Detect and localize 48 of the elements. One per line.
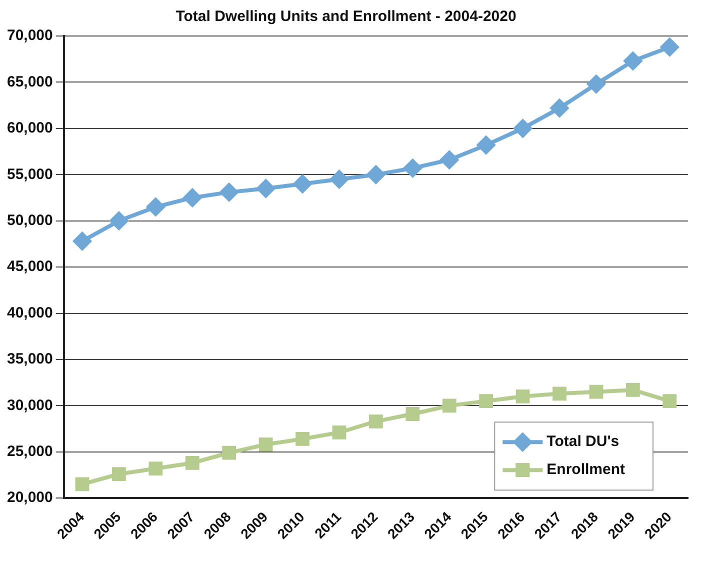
point: [626, 383, 640, 397]
point: [256, 179, 275, 198]
point: [404, 159, 422, 178]
point: [477, 136, 496, 154]
point: [75, 477, 90, 492]
point: [662, 394, 677, 408]
y-tick-label: 25,000: [6, 443, 53, 460]
y-tick-label: 70,000: [6, 27, 53, 44]
y-tick-label: 55,000: [6, 166, 53, 183]
legend-label: Enrollment: [546, 461, 626, 478]
point: [146, 198, 165, 216]
point: [589, 384, 604, 399]
point: [440, 150, 458, 169]
point: [514, 119, 532, 138]
point: [73, 232, 92, 250]
point: [148, 462, 163, 476]
point: [368, 414, 383, 428]
y-tick-label: 45,000: [6, 258, 53, 276]
point: [296, 432, 310, 446]
point: [366, 166, 385, 184]
point: [550, 99, 569, 118]
point: [516, 389, 530, 404]
point: [222, 446, 236, 460]
y-tick-label: 20,000: [6, 489, 53, 506]
point: [185, 456, 200, 470]
chart-title: Total Dwelling Units and Enrollment - 2004-2020: [176, 8, 516, 26]
point: [112, 467, 126, 482]
point: [624, 52, 642, 70]
legend-label: Total DU's: [546, 433, 620, 450]
y-tick-label: 60,000: [6, 120, 53, 137]
y-tick-label: 40,000: [6, 304, 53, 322]
point: [587, 75, 606, 94]
y-tick-label: 65,000: [6, 73, 53, 90]
point: [258, 438, 273, 452]
point: [442, 398, 456, 413]
y-tick-label: 50,000: [6, 212, 53, 229]
point: [294, 174, 312, 193]
point: [406, 407, 420, 421]
point: [110, 212, 128, 230]
point: [479, 394, 494, 408]
y-tick-label: 35,000: [6, 350, 53, 368]
point: [660, 38, 679, 56]
point: [332, 426, 346, 440]
point: [220, 183, 238, 202]
point: [330, 170, 348, 188]
point: [552, 386, 566, 401]
point: [183, 188, 202, 207]
y-tick-label: 30,000: [6, 396, 53, 414]
